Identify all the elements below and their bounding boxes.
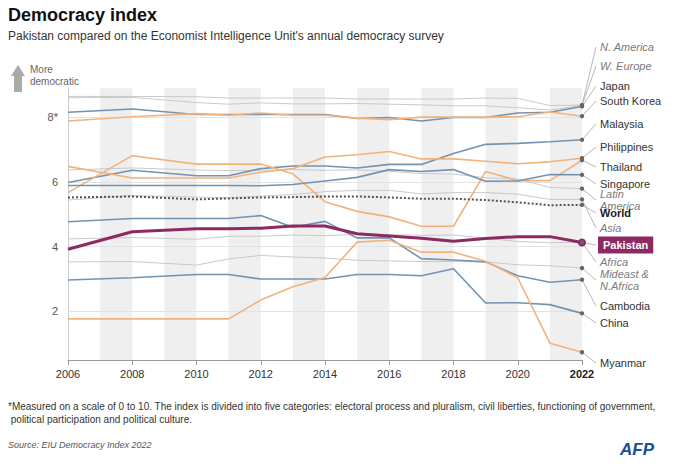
svg-text:Africa: Africa — [599, 256, 628, 268]
svg-text:2020: 2020 — [506, 368, 530, 380]
svg-text:Japan: Japan — [600, 80, 630, 92]
svg-text:N.Africa: N.Africa — [600, 280, 639, 292]
svg-text:Philippines: Philippines — [600, 141, 654, 153]
svg-text:2022: 2022 — [570, 368, 594, 380]
svg-text:2006: 2006 — [56, 368, 80, 380]
svg-text:Pakistan compared on the Econo: Pakistan compared on the Economist Intel… — [8, 29, 444, 43]
svg-text:Mideast &: Mideast & — [600, 268, 652, 280]
svg-text:South Korea: South Korea — [600, 95, 662, 107]
svg-text:Pakistan: Pakistan — [603, 239, 649, 251]
svg-text:Singapore: Singapore — [600, 178, 651, 190]
svg-text:Asia: Asia — [599, 222, 621, 234]
svg-text:political participation and po: political participation and political cu… — [8, 414, 192, 425]
svg-text:World: World — [600, 207, 631, 219]
svg-text:democratic: democratic — [30, 76, 79, 87]
svg-text:Myanmar: Myanmar — [600, 357, 646, 369]
svg-text:China: China — [600, 317, 630, 329]
svg-text:More: More — [30, 64, 56, 75]
svg-text:N. America: N. America — [600, 41, 654, 53]
svg-text:2012: 2012 — [249, 368, 273, 380]
svg-text:8*: 8* — [48, 111, 59, 123]
svg-text:Latin: Latin — [600, 188, 627, 200]
svg-text:W. Europe: W. Europe — [600, 60, 652, 72]
svg-text:Source: EIU Democracy Index 20: Source: EIU Democracy Index 2022 — [8, 440, 152, 450]
svg-text:Thailand: Thailand — [600, 161, 642, 173]
svg-text:AFP: AFP — [619, 440, 655, 459]
svg-text:2: 2 — [52, 305, 58, 317]
svg-text:Cambodia: Cambodia — [600, 300, 651, 312]
svg-text:2010: 2010 — [184, 368, 208, 380]
svg-text:2016: 2016 — [377, 368, 401, 380]
svg-text:6: 6 — [52, 176, 58, 188]
svg-text:Malaysia: Malaysia — [600, 118, 644, 130]
svg-text:2018: 2018 — [441, 368, 465, 380]
svg-text:4: 4 — [52, 241, 58, 253]
svg-text:Democracy index: Democracy index — [8, 5, 157, 25]
svg-text:America: America — [600, 200, 641, 212]
svg-text:2014: 2014 — [313, 368, 337, 380]
svg-text:2008: 2008 — [120, 368, 144, 380]
svg-text:*Measured on a scale of 0 to 1: *Measured on a scale of 0 to 10. The ind… — [8, 401, 655, 412]
